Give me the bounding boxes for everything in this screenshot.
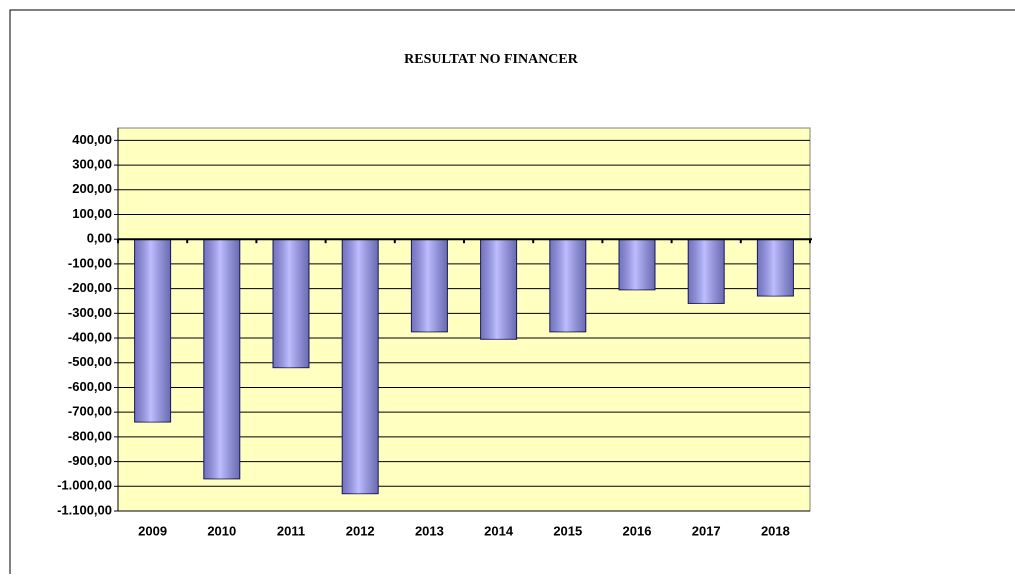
y-tick-label: 400,00 — [72, 132, 112, 147]
y-tick-label: -200,00 — [68, 280, 112, 295]
x-tick-label: 2017 — [692, 523, 721, 538]
bar-shading — [411, 239, 448, 332]
bar-shading — [134, 239, 171, 423]
y-tick-label: -1.000,00 — [57, 478, 112, 493]
bar-shading — [342, 239, 379, 494]
y-tick-label: 300,00 — [72, 157, 112, 172]
bar-shading — [480, 239, 517, 340]
x-tick-label: 2013 — [415, 523, 444, 538]
x-tick-label: 2018 — [761, 523, 790, 538]
y-tick-label: -600,00 — [68, 379, 112, 394]
bar-shading — [757, 239, 794, 297]
bar-shading — [273, 239, 309, 368]
bar-shading — [549, 239, 586, 332]
y-tick-label: -400,00 — [68, 329, 112, 344]
y-tick-label: -800,00 — [68, 428, 112, 443]
y-tick-label: -100,00 — [68, 255, 112, 270]
y-tick-label: -500,00 — [68, 354, 112, 369]
x-tick-label: 2010 — [207, 523, 236, 538]
x-tick-label: 2012 — [346, 523, 375, 538]
x-tick-label: 2011 — [277, 523, 305, 538]
x-tick-label: 2016 — [623, 523, 652, 538]
y-tick-label: 200,00 — [72, 181, 112, 196]
x-tick-label: 2009 — [138, 523, 167, 538]
y-tick-label: -1.100,00 — [57, 502, 112, 517]
x-tick-label: 2015 — [553, 523, 582, 538]
bar-shading — [619, 239, 655, 290]
y-tick-label: 0,00 — [87, 231, 112, 246]
bar-shading — [203, 239, 240, 479]
bar-shading — [688, 239, 725, 304]
chart-title: RESULTAT NO FINANCER — [404, 52, 579, 67]
y-tick-label: -300,00 — [68, 305, 112, 320]
y-tick-label: -700,00 — [68, 404, 112, 419]
y-tick-label: 100,00 — [72, 206, 112, 221]
y-tick-label: -900,00 — [68, 453, 112, 468]
x-tick-label: 2014 — [484, 523, 514, 538]
